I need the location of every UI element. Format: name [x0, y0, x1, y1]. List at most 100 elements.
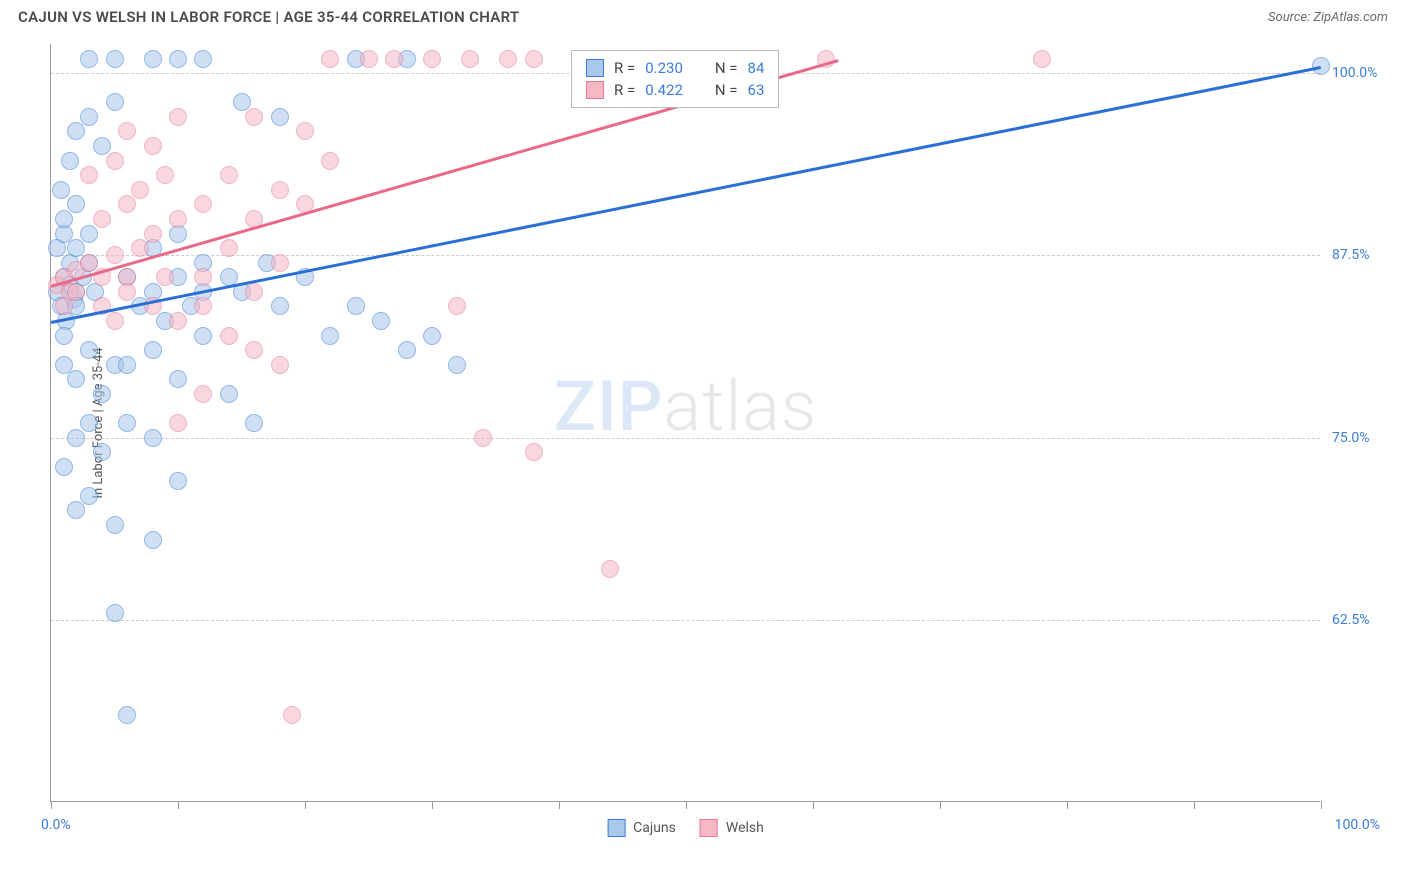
- scatter-point: [220, 327, 238, 345]
- x-tick: [1194, 801, 1195, 809]
- legend-label-cajuns: Cajuns: [633, 820, 676, 836]
- scatter-point: [245, 414, 263, 432]
- scatter-point: [80, 254, 98, 272]
- scatter-point: [245, 341, 263, 359]
- scatter-point: [169, 312, 187, 330]
- scatter-point: [106, 93, 124, 111]
- scatter-point: [144, 531, 162, 549]
- scatter-point: [169, 414, 187, 432]
- x-tick: [51, 801, 52, 809]
- scatter-point: [474, 429, 492, 447]
- scatter-point: [271, 108, 289, 126]
- scatter-point: [220, 166, 238, 184]
- scatter-point: [55, 356, 73, 374]
- scatter-point: [67, 501, 85, 519]
- y-tick-label: 62.5%: [1332, 612, 1392, 628]
- scatter-point: [423, 327, 441, 345]
- scatter-point: [93, 385, 111, 403]
- gridline: [51, 620, 1320, 621]
- scatter-point: [525, 443, 543, 461]
- scatter-point: [169, 50, 187, 68]
- scatter-point: [169, 472, 187, 490]
- x-tick: [432, 801, 433, 809]
- scatter-point: [80, 166, 98, 184]
- scatter-point: [67, 370, 85, 388]
- scatter-point: [271, 181, 289, 199]
- scatter-point: [144, 50, 162, 68]
- r-label: R =: [614, 81, 635, 99]
- scatter-point: [144, 429, 162, 447]
- n-label: N =: [715, 81, 738, 99]
- chart-title: CAJUN VS WELSH IN LABOR FORCE | AGE 35-4…: [18, 8, 519, 26]
- scatter-point: [1033, 50, 1051, 68]
- scatter-point: [67, 283, 85, 301]
- r-label: R =: [614, 59, 635, 77]
- x-tick: [940, 801, 941, 809]
- scatter-point: [601, 560, 619, 578]
- series-legend: Cajuns Welsh: [607, 819, 764, 837]
- x-tick: [1067, 801, 1068, 809]
- swatch-cajuns: [607, 819, 625, 837]
- gridline: [51, 438, 1320, 439]
- watermark: ZIPatlas: [554, 366, 818, 448]
- scatter-point: [118, 356, 136, 374]
- scatter-point: [67, 122, 85, 140]
- scatter-point: [118, 283, 136, 301]
- scatter-point: [525, 50, 543, 68]
- scatter-point: [1312, 57, 1330, 75]
- scatter-point: [385, 50, 403, 68]
- x-tick: [813, 801, 814, 809]
- scatter-point: [106, 516, 124, 534]
- scatter-point: [245, 283, 263, 301]
- scatter-point: [67, 239, 85, 257]
- scatter-point: [118, 195, 136, 213]
- y-tick-label: 100.0%: [1332, 65, 1392, 81]
- scatter-point: [144, 341, 162, 359]
- scatter-point: [169, 370, 187, 388]
- scatter-point: [169, 108, 187, 126]
- scatter-point: [67, 429, 85, 447]
- scatter-point: [360, 50, 378, 68]
- scatter-point: [106, 152, 124, 170]
- scatter-point: [118, 706, 136, 724]
- scatter-point: [233, 93, 251, 111]
- scatter-point: [245, 108, 263, 126]
- x-axis-max-label: 100.0%: [1335, 817, 1380, 833]
- watermark-part2: atlas: [663, 366, 817, 448]
- x-axis-min-label: 0.0%: [41, 817, 71, 833]
- scatter-point: [131, 181, 149, 199]
- scatter-point: [131, 239, 149, 257]
- scatter-point: [67, 195, 85, 213]
- scatter-point: [93, 210, 111, 228]
- r-value-cajuns: 0.230: [645, 59, 683, 77]
- swatch-cajuns: [586, 59, 604, 77]
- scatter-point: [93, 443, 111, 461]
- scatter-point: [156, 166, 174, 184]
- scatter-point: [80, 50, 98, 68]
- scatter-point: [499, 50, 517, 68]
- scatter-point: [169, 210, 187, 228]
- scatter-point: [55, 297, 73, 315]
- scatter-point: [80, 225, 98, 243]
- legend-label-welsh: Welsh: [726, 820, 764, 836]
- scatter-point: [398, 341, 416, 359]
- scatter-point: [194, 385, 212, 403]
- scatter-point: [194, 297, 212, 315]
- n-label: N =: [715, 59, 738, 77]
- scatter-point: [321, 50, 339, 68]
- scatter-point: [271, 254, 289, 272]
- swatch-welsh: [586, 81, 604, 99]
- legend-item-cajuns: Cajuns: [607, 819, 676, 837]
- scatter-point: [271, 356, 289, 374]
- r-value-welsh: 0.422: [645, 81, 683, 99]
- legend-row-welsh: R = 0.422 N = 63: [586, 79, 764, 101]
- scatter-point: [194, 50, 212, 68]
- chart-plot-area: In Labor Force | Age 35-44 62.5%75.0%87.…: [50, 44, 1320, 802]
- scatter-point: [283, 706, 301, 724]
- scatter-point: [80, 487, 98, 505]
- scatter-point: [144, 225, 162, 243]
- scatter-point: [55, 327, 73, 345]
- scatter-point: [423, 50, 441, 68]
- scatter-point: [80, 414, 98, 432]
- x-tick: [686, 801, 687, 809]
